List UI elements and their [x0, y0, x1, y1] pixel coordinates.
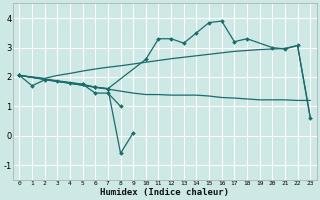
X-axis label: Humidex (Indice chaleur): Humidex (Indice chaleur) [100, 188, 229, 197]
